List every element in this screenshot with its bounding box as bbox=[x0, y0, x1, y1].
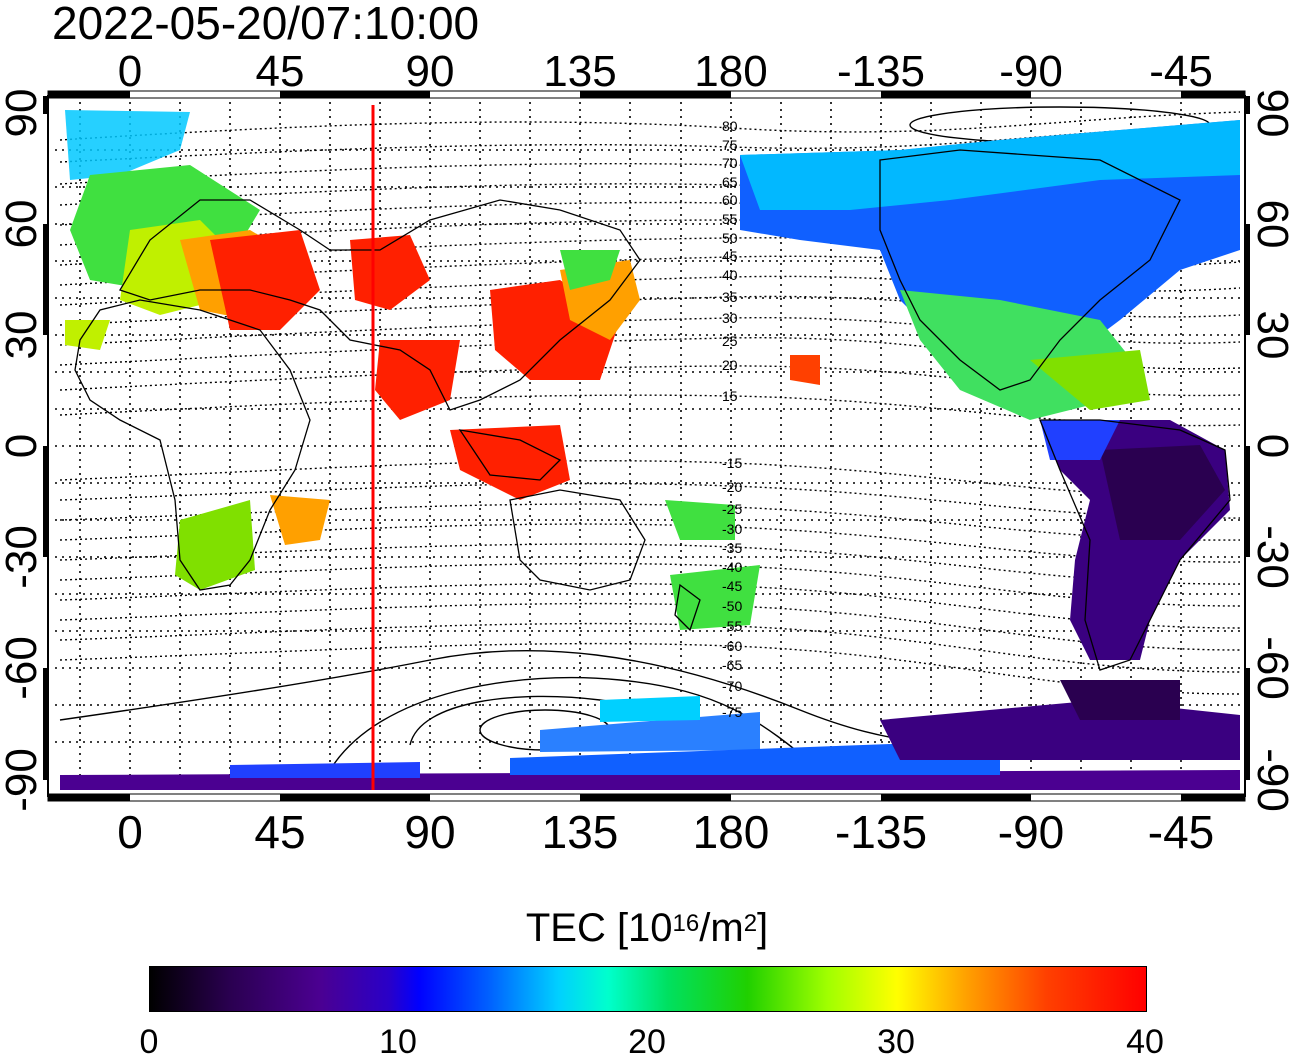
timestamp-label: 2022-05-20/07:10:00 bbox=[52, 0, 480, 49]
geomag-label: 30 bbox=[722, 310, 738, 326]
tec-map: 80 75 70 65 60 55 50 45 40 35 30 25 20 1… bbox=[43, 90, 1250, 802]
lon-tick: 135 bbox=[543, 47, 617, 96]
geomag-label: 15 bbox=[722, 388, 738, 404]
geomag-label: -30 bbox=[722, 521, 742, 537]
geomag-label: -35 bbox=[722, 540, 742, 556]
lon-tick: 45 bbox=[254, 806, 306, 858]
lon-tick: 0 bbox=[117, 47, 143, 96]
geomag-label: -50 bbox=[722, 598, 742, 614]
lon-tick: 90 bbox=[404, 806, 456, 858]
lon-tick: 180 bbox=[694, 47, 768, 96]
map-frame bbox=[43, 90, 1250, 802]
geomag-label: 70 bbox=[722, 155, 738, 171]
lon-tick: -135 bbox=[836, 47, 926, 96]
geomag-label: 25 bbox=[722, 333, 738, 349]
colorbar-tick: 0 bbox=[139, 1023, 159, 1061]
geomag-label: -75 bbox=[722, 704, 742, 720]
lon-tick: 180 bbox=[692, 806, 770, 858]
geomag-label: 60 bbox=[722, 192, 738, 208]
geomag-label: -40 bbox=[722, 559, 742, 575]
tec-colorbar bbox=[149, 966, 1147, 1012]
geomag-label: -20 bbox=[722, 479, 742, 495]
geomag-label: -55 bbox=[722, 618, 742, 634]
geomag-label: 40 bbox=[722, 267, 738, 283]
geomag-label: -45 bbox=[722, 578, 742, 594]
lon-tick: -45 bbox=[1149, 47, 1213, 96]
geomag-label: 50 bbox=[722, 230, 738, 246]
lon-tick: -90 bbox=[997, 806, 1065, 858]
geomag-label: 75 bbox=[722, 137, 738, 153]
colorbar-tick: 10 bbox=[379, 1023, 417, 1061]
geomag-label: 45 bbox=[722, 248, 738, 264]
colorbar-tick: 20 bbox=[628, 1023, 666, 1061]
geomag-label: -25 bbox=[722, 501, 742, 517]
geomag-label: -65 bbox=[722, 657, 742, 673]
geomag-label: 55 bbox=[722, 211, 738, 227]
geomag-label: 65 bbox=[722, 174, 738, 190]
lon-tick: 90 bbox=[405, 47, 455, 96]
geomag-label: 35 bbox=[722, 289, 738, 305]
lon-tick: -90 bbox=[999, 47, 1063, 96]
colorbar-title: TEC [1016/m2] bbox=[525, 906, 769, 950]
colorbar-tick: 40 bbox=[1126, 1023, 1164, 1061]
coastlines bbox=[74, 149, 1231, 671]
lon-tick: 0 bbox=[117, 806, 143, 858]
geomag-label: -70 bbox=[722, 678, 742, 694]
tec-data bbox=[60, 110, 1240, 790]
lon-tick: 45 bbox=[255, 47, 305, 96]
geomag-labels: 80 75 70 65 60 55 50 45 40 35 30 25 20 1… bbox=[722, 118, 742, 720]
geomag-label: 20 bbox=[722, 357, 738, 373]
lon-tick: 135 bbox=[541, 806, 619, 858]
colorbar-tick: 30 bbox=[877, 1023, 915, 1061]
geomag-label: -60 bbox=[722, 638, 742, 654]
geomag-label: -15 bbox=[722, 455, 742, 471]
geomag-label: 80 bbox=[722, 118, 738, 134]
lon-tick: -45 bbox=[1147, 806, 1215, 858]
lon-tick: -135 bbox=[834, 806, 928, 858]
